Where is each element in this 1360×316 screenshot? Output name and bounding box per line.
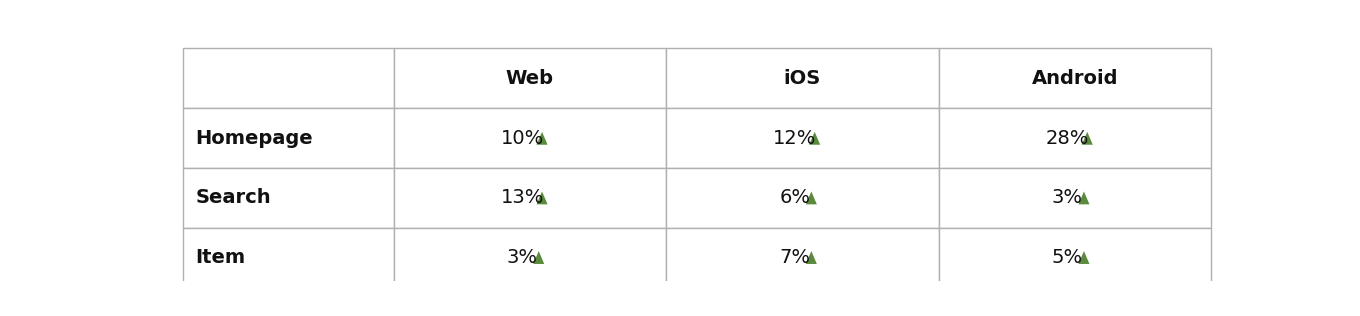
Bar <box>938 108 1212 168</box>
Bar <box>182 168 393 228</box>
Bar <box>393 168 666 228</box>
Text: Android: Android <box>1032 69 1118 88</box>
Polygon shape <box>806 251 817 264</box>
Text: 10%: 10% <box>500 129 544 148</box>
Bar <box>393 108 666 168</box>
Polygon shape <box>806 191 817 204</box>
Text: iOS: iOS <box>783 69 821 88</box>
Bar <box>666 48 938 108</box>
Text: 5%: 5% <box>1051 248 1083 267</box>
Text: 28%: 28% <box>1046 129 1089 148</box>
Bar <box>666 108 938 168</box>
Bar <box>393 48 666 108</box>
Bar <box>666 228 938 287</box>
Bar <box>666 168 938 228</box>
Bar <box>182 48 393 108</box>
Polygon shape <box>1081 132 1093 145</box>
Polygon shape <box>537 191 548 204</box>
Polygon shape <box>1078 191 1089 204</box>
Text: 12%: 12% <box>772 129 816 148</box>
Text: Web: Web <box>506 69 554 88</box>
Text: 7%: 7% <box>779 248 811 267</box>
Text: Item: Item <box>196 248 245 267</box>
Polygon shape <box>809 132 820 145</box>
Polygon shape <box>533 251 544 264</box>
Polygon shape <box>1078 251 1089 264</box>
Bar <box>938 48 1212 108</box>
Bar <box>182 228 393 287</box>
Text: Homepage: Homepage <box>196 129 313 148</box>
Bar <box>938 168 1212 228</box>
Bar <box>182 108 393 168</box>
Text: 13%: 13% <box>500 188 544 207</box>
Bar <box>938 228 1212 287</box>
Text: 3%: 3% <box>507 248 537 267</box>
Text: 3%: 3% <box>1051 188 1083 207</box>
Text: 6%: 6% <box>779 188 811 207</box>
Bar <box>393 228 666 287</box>
Text: Search: Search <box>196 188 271 207</box>
Polygon shape <box>537 132 548 145</box>
